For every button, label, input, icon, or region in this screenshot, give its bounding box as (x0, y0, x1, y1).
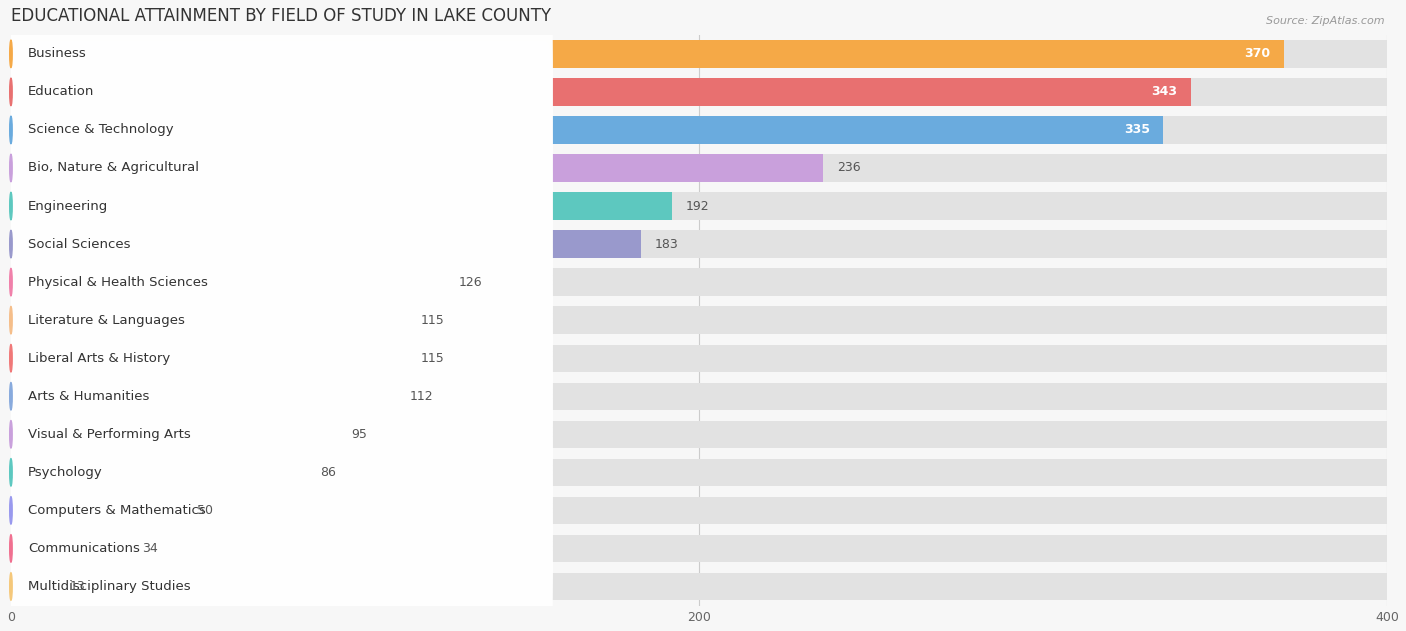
FancyBboxPatch shape (6, 307, 553, 485)
Text: Literature & Languages: Literature & Languages (28, 314, 186, 327)
Bar (11, 382, 1388, 410)
Circle shape (10, 155, 13, 182)
Bar (11, 497, 183, 524)
Bar (11, 307, 406, 334)
Text: 236: 236 (837, 162, 860, 175)
Bar (11, 78, 1388, 105)
Bar (11, 497, 1388, 524)
Circle shape (10, 192, 13, 220)
Text: 183: 183 (654, 238, 678, 251)
FancyBboxPatch shape (6, 3, 553, 180)
Circle shape (10, 459, 13, 486)
Bar (11, 573, 1388, 600)
Text: Engineering: Engineering (28, 199, 108, 213)
Bar (11, 345, 406, 372)
Bar (11, 116, 1164, 144)
Text: 13: 13 (69, 580, 86, 593)
Bar (11, 421, 1388, 448)
Bar (11, 421, 337, 448)
Text: Visual & Performing Arts: Visual & Performing Arts (28, 428, 191, 441)
FancyBboxPatch shape (6, 194, 553, 371)
Text: Computers & Mathematics: Computers & Mathematics (28, 504, 205, 517)
Circle shape (10, 268, 13, 296)
FancyBboxPatch shape (6, 232, 553, 409)
Text: Science & Technology: Science & Technology (28, 124, 174, 136)
Text: 34: 34 (142, 542, 157, 555)
Circle shape (10, 40, 13, 68)
Text: 86: 86 (321, 466, 336, 479)
Circle shape (10, 116, 13, 144)
Text: 95: 95 (352, 428, 367, 441)
Bar (11, 345, 1388, 372)
Text: 126: 126 (458, 276, 482, 288)
Text: Social Sciences: Social Sciences (28, 238, 131, 251)
Bar (11, 230, 641, 258)
Circle shape (10, 307, 13, 334)
Bar (11, 230, 1388, 258)
Text: Liberal Arts & History: Liberal Arts & History (28, 351, 170, 365)
Bar (11, 307, 1388, 334)
Bar (11, 534, 128, 562)
Bar (11, 573, 56, 600)
Text: 370: 370 (1244, 47, 1270, 61)
Circle shape (10, 421, 13, 448)
FancyBboxPatch shape (6, 346, 553, 523)
FancyBboxPatch shape (6, 498, 553, 631)
Bar (11, 534, 1388, 562)
Text: Psychology: Psychology (28, 466, 103, 479)
FancyBboxPatch shape (6, 384, 553, 561)
FancyBboxPatch shape (6, 269, 553, 447)
Text: Education: Education (28, 85, 94, 98)
FancyBboxPatch shape (6, 422, 553, 599)
Bar (11, 155, 1388, 182)
Text: 115: 115 (420, 314, 444, 327)
Bar (11, 459, 1388, 486)
Bar (11, 268, 1388, 296)
Circle shape (10, 345, 13, 372)
Text: 115: 115 (420, 351, 444, 365)
Bar (11, 192, 672, 220)
Text: 112: 112 (411, 390, 433, 403)
Bar (11, 459, 307, 486)
FancyBboxPatch shape (6, 80, 553, 257)
Circle shape (10, 230, 13, 258)
Bar (11, 40, 1284, 68)
Bar (11, 192, 1388, 220)
Text: Source: ZipAtlas.com: Source: ZipAtlas.com (1267, 16, 1385, 26)
Text: Multidisciplinary Studies: Multidisciplinary Studies (28, 580, 191, 593)
Text: Physical & Health Sciences: Physical & Health Sciences (28, 276, 208, 288)
Text: 335: 335 (1123, 124, 1150, 136)
Text: 50: 50 (197, 504, 212, 517)
FancyBboxPatch shape (6, 0, 553, 143)
Bar (11, 268, 444, 296)
FancyBboxPatch shape (6, 117, 553, 295)
Bar (11, 155, 823, 182)
Bar (11, 78, 1191, 105)
Bar (11, 40, 1388, 68)
Circle shape (10, 497, 13, 524)
FancyBboxPatch shape (6, 155, 553, 333)
Text: Business: Business (28, 47, 87, 61)
Text: Arts & Humanities: Arts & Humanities (28, 390, 149, 403)
Bar (11, 382, 396, 410)
Text: 192: 192 (685, 199, 709, 213)
Circle shape (10, 382, 13, 410)
FancyBboxPatch shape (6, 41, 553, 218)
Text: EDUCATIONAL ATTAINMENT BY FIELD OF STUDY IN LAKE COUNTY: EDUCATIONAL ATTAINMENT BY FIELD OF STUDY… (11, 7, 551, 25)
Text: 343: 343 (1152, 85, 1177, 98)
Text: Bio, Nature & Agricultural: Bio, Nature & Agricultural (28, 162, 200, 175)
Text: Communications: Communications (28, 542, 141, 555)
Circle shape (10, 534, 13, 562)
Circle shape (10, 78, 13, 105)
Circle shape (10, 573, 13, 600)
Bar (11, 116, 1388, 144)
FancyBboxPatch shape (6, 460, 553, 631)
